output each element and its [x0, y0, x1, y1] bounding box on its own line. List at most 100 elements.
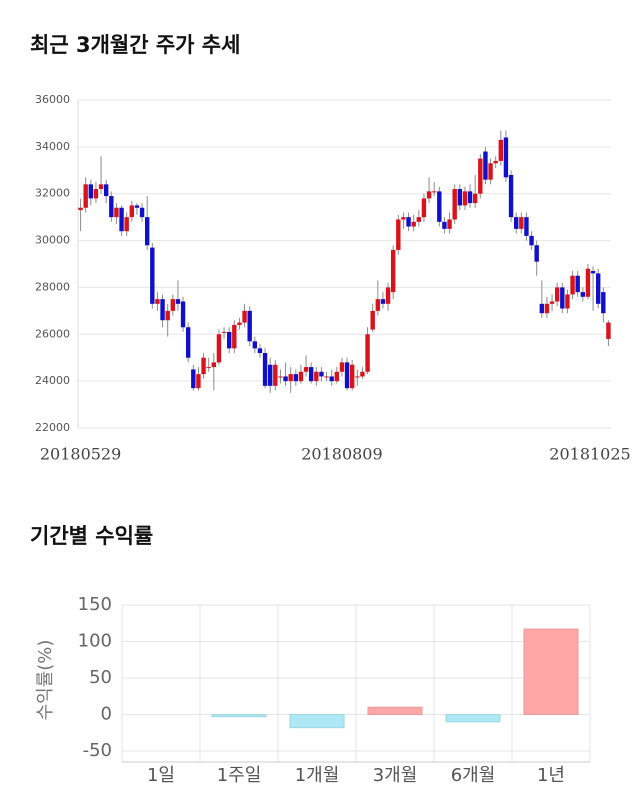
candle-body	[416, 217, 422, 222]
candle-body	[103, 184, 109, 197]
candle-body	[267, 364, 273, 386]
candle-body	[314, 371, 319, 382]
candle-body	[401, 217, 406, 220]
candle-body	[365, 334, 370, 372]
candle-body	[232, 324, 237, 349]
candle-body	[252, 341, 258, 349]
candle-body	[150, 247, 155, 304]
candle-body	[385, 287, 391, 304]
y-tick-label: 0	[101, 704, 112, 725]
candle-body	[134, 205, 140, 208]
candle-body	[98, 184, 104, 190]
candle-body	[129, 205, 135, 218]
candle-body	[585, 268, 591, 297]
candle-body	[257, 348, 263, 354]
candle-body	[226, 331, 232, 349]
candle-body	[375, 299, 381, 311]
candle-body	[93, 189, 99, 199]
candle-body	[452, 189, 457, 220]
candle-body	[462, 191, 468, 206]
candle-body	[575, 275, 580, 293]
candle-body	[498, 139, 504, 161]
candle-body	[426, 191, 432, 199]
candle-body	[457, 189, 463, 206]
candle-body	[283, 376, 288, 382]
candle-body	[431, 191, 437, 193]
candle-body	[565, 294, 570, 309]
bar	[211, 714, 267, 718]
y-tick-label: 50	[89, 667, 112, 688]
candle-body	[524, 217, 529, 236]
candle-body	[247, 310, 252, 342]
candle-body	[606, 322, 611, 339]
y-tick-label: 26000	[35, 327, 70, 340]
y-tick-label: 30000	[35, 234, 70, 247]
candle-body	[160, 299, 165, 321]
candle-body	[211, 362, 217, 368]
x-tick-label: 20180809	[301, 445, 382, 464]
y-tick-label: 22000	[35, 421, 70, 434]
candle-body	[278, 376, 283, 378]
candle-body	[478, 158, 483, 194]
y-tick-label: 32000	[35, 187, 70, 200]
candle-body	[175, 299, 181, 304]
candle-body	[513, 217, 519, 229]
candle-body	[288, 374, 293, 382]
candle-body	[124, 217, 129, 232]
candle-body	[334, 371, 340, 382]
candle-body	[519, 217, 524, 229]
candle-body	[298, 371, 304, 382]
bar	[367, 706, 423, 716]
candle-body	[308, 367, 314, 382]
x-tick-label: 1개월	[295, 765, 340, 786]
candle-body	[560, 287, 565, 309]
candle-body	[262, 353, 268, 386]
candle-body	[324, 376, 329, 378]
candle-body	[539, 303, 545, 314]
candle-body	[191, 369, 196, 389]
candle-body	[344, 362, 350, 389]
y-tick-label: 34000	[35, 140, 70, 153]
x-tick-label: 20181025	[549, 445, 630, 464]
candle-body	[339, 362, 345, 372]
candle-body	[472, 193, 478, 204]
candle-body	[447, 219, 452, 229]
candle-body	[185, 327, 191, 358]
candle-body	[508, 174, 514, 218]
candle-body	[206, 367, 211, 369]
candle-body	[114, 207, 119, 218]
candle-body	[293, 374, 299, 382]
x-tick-label: 3개월	[373, 765, 418, 786]
candle-body	[396, 219, 401, 250]
candle-body	[273, 364, 278, 386]
candle-body	[88, 184, 94, 199]
candle-body	[360, 371, 365, 377]
candle-body	[303, 367, 309, 372]
candle-body	[467, 191, 473, 204]
candle-body	[165, 310, 170, 321]
y-axis-label: 수익률(%)	[35, 640, 56, 721]
bar	[445, 714, 501, 723]
candle-body	[421, 198, 427, 218]
x-tick-label: 6개월	[451, 765, 496, 786]
candle-body	[534, 245, 539, 262]
candle-body	[144, 217, 150, 246]
chart-title: 최근 3개월간 주가 추세	[30, 33, 240, 57]
candle-body	[601, 292, 606, 314]
candle-body	[237, 322, 242, 325]
candle-body	[503, 137, 509, 178]
candle-body	[201, 357, 206, 375]
y-tick-label: 24000	[35, 374, 70, 387]
candle-body	[180, 301, 186, 328]
candle-body	[329, 376, 334, 382]
candle-body	[483, 151, 488, 180]
candle-body	[216, 334, 222, 363]
candle-body	[242, 310, 247, 323]
y-tick-label: 28000	[35, 280, 70, 293]
candle-body	[406, 217, 411, 227]
x-tick-label: 1일	[147, 765, 175, 786]
y-tick-label: -50	[83, 740, 112, 761]
candle-body	[139, 207, 145, 218]
candle-body	[380, 299, 386, 304]
